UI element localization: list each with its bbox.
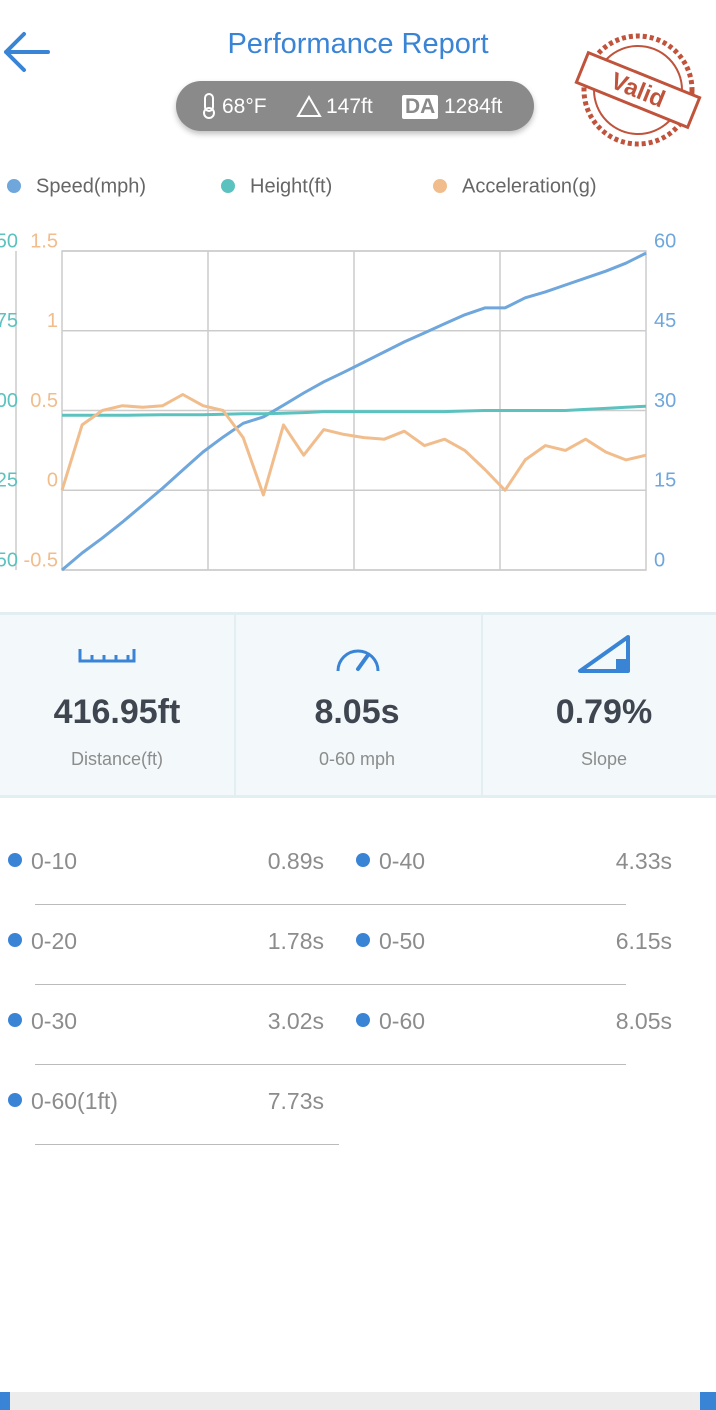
y2-tick-label: 0 — [654, 549, 665, 571]
split-divider — [35, 984, 339, 985]
split-dot — [8, 933, 22, 947]
metric-card: 8.05s 0-60 mph — [240, 615, 474, 795]
metric-card: 0.79% Slope — [487, 615, 716, 795]
scroll-bar — [0, 1392, 716, 1410]
split-row: 0-40 4.33s — [335, 826, 672, 906]
metric-label: Distance(ft) — [70, 749, 164, 769]
slope-icon — [578, 635, 630, 673]
split-row: 0-30 3.02s — [0, 986, 339, 1066]
split-times: 0-10 0.89s 0-40 4.33s 0-20 1.78s 0-50 6.15s 0-30… — [0, 826, 716, 1166]
split-divider — [335, 1064, 626, 1065]
split-time: 7.73s — [267, 1088, 324, 1114]
y2-tick-label: 60 — [654, 230, 676, 252]
split-time: 0.89s — [267, 848, 324, 874]
page-title: Performance Report — [227, 28, 489, 60]
distance-icon — [78, 649, 136, 663]
da-badge: DA — [402, 95, 439, 119]
split-divider — [35, 1144, 339, 1145]
split-row: 0-10 0.89s — [0, 826, 339, 906]
split-time: 6.15s — [615, 928, 672, 954]
split-row: 0-60(1ft) 7.73s — [0, 1066, 339, 1146]
split-range: 0-60 — [379, 1008, 426, 1034]
y-tick-label: -0.5 — [24, 549, 58, 571]
split-dot — [8, 1013, 22, 1027]
split-range: 0-50 — [379, 928, 426, 954]
split-divider — [335, 984, 626, 985]
series-line — [60, 393, 647, 497]
y-tick-label: 0 — [47, 470, 58, 492]
y3-tick-label: -50 — [0, 549, 18, 571]
split-dot — [356, 853, 370, 867]
split-time: 3.02s — [267, 1008, 324, 1034]
metric-label: 0-60 mph — [318, 749, 396, 769]
y2-tick-label: 15 — [654, 470, 676, 492]
y3-tick-label: 25 — [0, 470, 18, 492]
split-range: 0-60(1ft) — [31, 1088, 118, 1114]
elevation-icon — [296, 95, 322, 117]
split-divider — [35, 1064, 339, 1065]
speed-icon — [336, 649, 380, 672]
conditions-pill: 68°F 147ft DA 1284ft — [176, 81, 534, 131]
split-divider — [335, 904, 626, 905]
back-button[interactable] — [0, 28, 56, 78]
split-row: 0-60 8.05s — [335, 986, 672, 1066]
y2-tick-label: 30 — [654, 390, 676, 412]
split-time: 4.33s — [615, 848, 672, 874]
y2-tick-label: 45 — [654, 310, 676, 332]
y-tick-label: 0.5 — [30, 390, 58, 412]
legend-dot — [433, 179, 447, 193]
split-row: 0-50 6.15s — [335, 906, 672, 986]
series-line — [62, 404, 647, 417]
legend-label: Height(ft) — [250, 175, 332, 197]
split-range: 0-40 — [379, 848, 426, 874]
thermometer-icon — [203, 93, 215, 119]
metric-card: 416.95ft Distance(ft) — [0, 615, 234, 795]
legend-label: Speed(mph) — [36, 175, 146, 197]
y3-tick-label: 175 — [0, 310, 18, 332]
y-tick-label: 1.5 — [30, 230, 58, 252]
metric-value: 8.05s — [314, 693, 400, 731]
elevation: 147ft — [326, 95, 373, 118]
split-dot — [8, 853, 22, 867]
metric-value: 416.95ft — [53, 693, 181, 731]
split-row: 0-20 1.78s — [0, 906, 339, 986]
split-time: 8.05s — [615, 1008, 672, 1034]
valid-stamp: Valid — [574, 33, 702, 147]
split-range: 0-30 — [31, 1008, 78, 1034]
density-altitude: 1284ft — [444, 95, 503, 118]
legend-label: Acceleration(g) — [462, 175, 597, 197]
series-line — [61, 251, 647, 572]
legend-dot — [221, 179, 235, 193]
temperature: 68°F — [222, 95, 267, 118]
split-divider — [35, 904, 339, 905]
legend-dot — [7, 179, 21, 193]
legend: Speed(mph) Height(ft) Acceleration(g) — [7, 175, 597, 197]
chart: Speed(mph) Height(ft) Acceleration(g) 0 15 3… — [0, 175, 676, 572]
split-range: 0-20 — [31, 928, 78, 954]
metric-cards: 416.95ft Distance(ft) 8.05s 0-60 mph 0.79% Sl… — [0, 612, 716, 798]
metric-value: 0.79% — [555, 693, 653, 731]
split-dot — [356, 933, 370, 947]
split-time: 1.78s — [267, 928, 324, 954]
split-dot — [356, 1013, 370, 1027]
split-range: 0-10 — [31, 848, 78, 874]
y-tick-label: 1 — [47, 310, 58, 332]
y3-tick-label: 250 — [0, 230, 18, 252]
y3-tick-label: 100 — [0, 390, 18, 412]
metric-label: Slope — [580, 749, 628, 769]
split-dot — [8, 1093, 22, 1107]
